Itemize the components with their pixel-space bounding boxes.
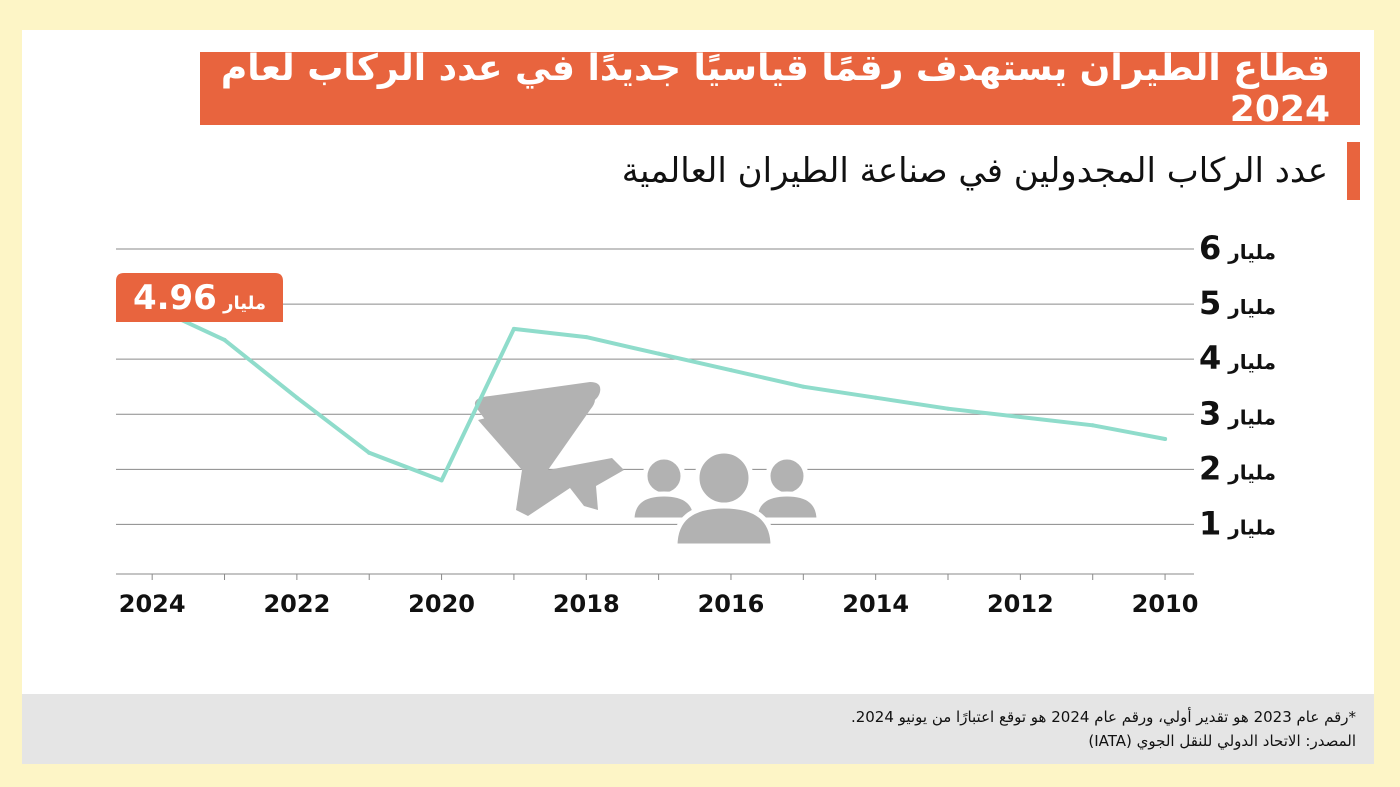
y-tick-unit: مليار: [1221, 460, 1276, 484]
data-point: [801, 384, 806, 389]
data-point: [873, 395, 878, 400]
x-tick-label: 2022: [263, 590, 330, 618]
callout-unit: مليار: [217, 293, 266, 314]
airplane-icon: [474, 382, 624, 516]
y-tick-number: 1: [1199, 504, 1221, 542]
y-tick-number: 2: [1199, 449, 1221, 487]
data-point: [1018, 415, 1023, 420]
y-tick-number: 5: [1199, 284, 1221, 322]
data-point: [222, 337, 227, 342]
x-tick-label: 2020: [408, 590, 475, 618]
x-tick-label: 2024: [119, 590, 186, 618]
y-tick-unit: مليار: [1221, 515, 1276, 539]
data-point: [294, 395, 299, 400]
y-tick-unit: مليار: [1221, 405, 1276, 429]
passengers-icon: [629, 448, 822, 549]
y-tick-label: مليار 5: [1199, 284, 1276, 322]
y-tick-unit: مليار: [1221, 350, 1276, 374]
callout-value: 4.96: [133, 278, 217, 318]
footnote: *رقم عام 2023 هو تقدير أولي، ورقم عام 20…: [850, 708, 1356, 726]
y-tick-unit: مليار: [1221, 295, 1276, 319]
x-tick-label: 2014: [842, 590, 909, 618]
y-tick-label: مليار 2: [1199, 449, 1276, 487]
y-tick-unit: مليار: [1221, 240, 1276, 264]
y-tick-number: 3: [1199, 394, 1221, 432]
callout-box: [116, 273, 283, 322]
x-axis: 2024 2022 2020 2018 2016 2014 2012 2010: [116, 573, 1199, 618]
data-point: [367, 450, 372, 455]
data-point: [656, 351, 661, 356]
data-point: [439, 478, 444, 483]
data-point: [584, 335, 589, 340]
y-tick-label: مليار 6: [1199, 229, 1276, 267]
illustration: [474, 382, 822, 549]
callout-label: مليار 4.96: [133, 278, 266, 318]
series-line-path: [150, 304, 1168, 483]
data-point: [1090, 423, 1095, 428]
x-tick-label: 2012: [987, 590, 1054, 618]
data-point: [511, 326, 516, 331]
chart-card: [22, 30, 1374, 764]
chart-subtitle: عدد الركاب المجدولين في صناعة الطيران ال…: [621, 151, 1328, 191]
x-tick-label: 2010: [1132, 590, 1199, 618]
x-tick-label: 2016: [698, 590, 765, 618]
data-point: [1163, 437, 1168, 442]
source-note: المصدر: الاتحاد الدولي للنقل الجوي (IATA…: [1088, 732, 1356, 750]
y-tick-number: 6: [1199, 229, 1221, 267]
y-tick-label: مليار 3: [1199, 394, 1276, 432]
y-tick-label: مليار 4: [1199, 339, 1276, 377]
data-point: [946, 406, 951, 411]
subtitle-accent-bar: [1347, 142, 1360, 200]
y-tick-number: 4: [1199, 339, 1221, 377]
page-title: قطاع الطيران يستهدف رقمًا قياسيًا جديدًا…: [200, 48, 1360, 130]
data-point: [728, 368, 733, 373]
value-callout: مليار 4.96: [116, 273, 283, 322]
y-tick-label: مليار 1: [1199, 504, 1276, 542]
x-tick-label: 2018: [553, 590, 620, 618]
footer: [22, 694, 1374, 764]
